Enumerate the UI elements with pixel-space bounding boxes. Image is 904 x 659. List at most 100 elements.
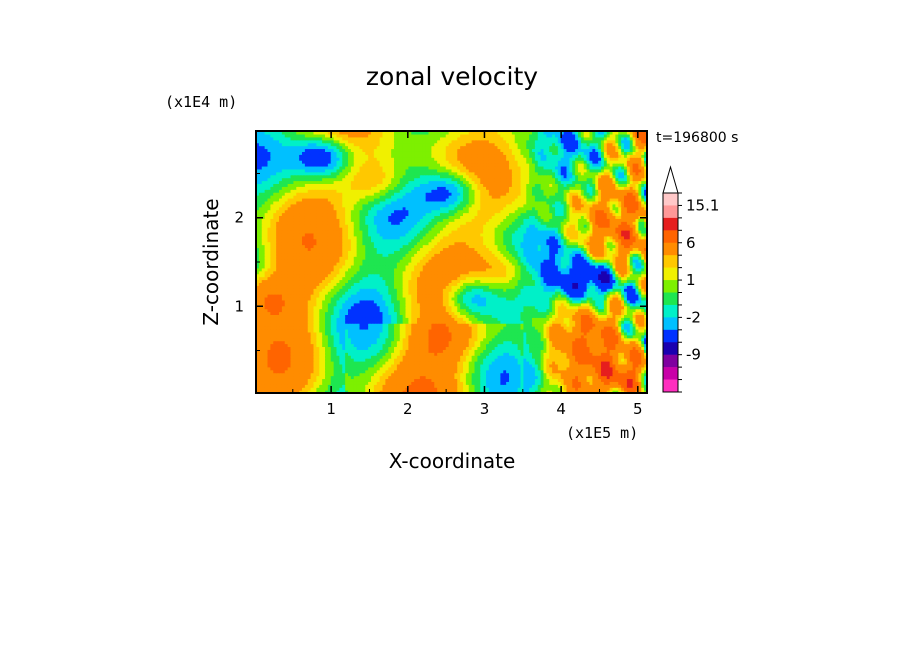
field-cell — [382, 340, 386, 345]
field-cell — [598, 328, 602, 333]
field-cell — [322, 360, 326, 365]
field-cell — [537, 296, 542, 301]
field-cell — [644, 311, 648, 315]
field-cell — [552, 381, 556, 385]
field-cell — [517, 343, 522, 348]
field-cell — [448, 363, 453, 368]
field-cell — [373, 384, 378, 388]
field-cell — [276, 311, 280, 315]
field-cell — [270, 343, 274, 348]
field-cell — [480, 349, 484, 353]
field-cell — [310, 320, 315, 324]
field-cell — [359, 346, 363, 350]
field-cell — [526, 384, 530, 388]
field-cell — [511, 387, 516, 391]
field-cell — [325, 340, 329, 345]
field-cell — [405, 343, 409, 348]
field-cell — [428, 375, 432, 380]
field-cell — [293, 387, 297, 391]
field-cell — [534, 285, 539, 289]
field-cell — [520, 317, 524, 321]
field-cell — [572, 291, 576, 295]
field-cell — [624, 323, 628, 327]
field-cell — [399, 381, 404, 385]
field-cell — [258, 331, 263, 336]
field-cell — [578, 288, 582, 292]
field-cell — [440, 334, 444, 339]
field-cell — [468, 296, 473, 301]
field-cell — [319, 308, 323, 313]
field-cell — [382, 299, 386, 304]
field-cell — [532, 343, 536, 348]
field-cell — [454, 343, 458, 348]
field-cell — [293, 317, 297, 321]
field-cell — [417, 285, 421, 289]
field-cell — [555, 381, 559, 385]
field-cell — [509, 299, 513, 304]
field-cell — [471, 320, 476, 324]
field-cell — [572, 372, 576, 377]
field-cell — [417, 343, 421, 348]
field-cell — [296, 302, 300, 307]
field-cell — [417, 355, 421, 359]
field-cell — [350, 349, 355, 353]
field-cell — [569, 331, 573, 336]
field-cell — [279, 294, 283, 298]
field-cell — [302, 299, 306, 304]
field-cell — [468, 302, 473, 307]
field-cell — [500, 352, 504, 356]
field-cell — [333, 291, 338, 295]
field-cell — [595, 343, 599, 348]
field-cell — [529, 384, 533, 388]
field-cell — [612, 360, 616, 365]
field-cell — [394, 328, 398, 333]
field-cell — [598, 384, 602, 388]
field-cell — [342, 328, 346, 333]
field-cell — [621, 358, 625, 362]
field-cell — [431, 299, 435, 304]
field-cell — [572, 366, 576, 371]
field-cell — [322, 294, 326, 298]
field-cell — [440, 343, 444, 348]
field-cell — [494, 346, 499, 350]
field-cell — [299, 337, 303, 342]
field-cell — [563, 355, 568, 359]
field-cell — [465, 360, 470, 365]
field-cell — [474, 340, 478, 345]
field-cell — [385, 355, 389, 359]
field-cell — [304, 294, 309, 298]
field-cell — [345, 360, 349, 365]
field-cell — [302, 314, 306, 318]
field-cell — [644, 390, 648, 394]
field-cell — [396, 320, 401, 324]
field-cell — [402, 314, 407, 318]
field-cell — [359, 366, 363, 371]
field-cell — [284, 360, 289, 365]
field-cell — [350, 311, 355, 315]
field-cell — [322, 375, 326, 380]
field-cell — [281, 369, 286, 374]
field-cell — [529, 360, 533, 365]
field-cell — [514, 308, 519, 313]
field-cell — [463, 358, 467, 362]
field-cell — [419, 296, 424, 301]
field-cell — [529, 311, 533, 315]
field-cell — [615, 317, 619, 321]
field-cell — [632, 328, 637, 333]
field-cell — [555, 369, 559, 374]
field-cell — [606, 381, 611, 385]
field-cell — [264, 343, 269, 348]
field-cell — [345, 331, 349, 336]
field-cell — [391, 360, 395, 365]
field-cell — [284, 337, 289, 342]
field-cell — [586, 294, 591, 298]
field-cell — [626, 369, 631, 374]
field-cell — [376, 360, 381, 365]
field-cell — [379, 366, 384, 371]
field-cell — [448, 302, 453, 307]
field-cell — [376, 308, 381, 313]
field-cell — [546, 363, 550, 368]
field-cell — [362, 323, 366, 327]
field-cell — [339, 328, 343, 333]
field-cell — [327, 334, 332, 339]
